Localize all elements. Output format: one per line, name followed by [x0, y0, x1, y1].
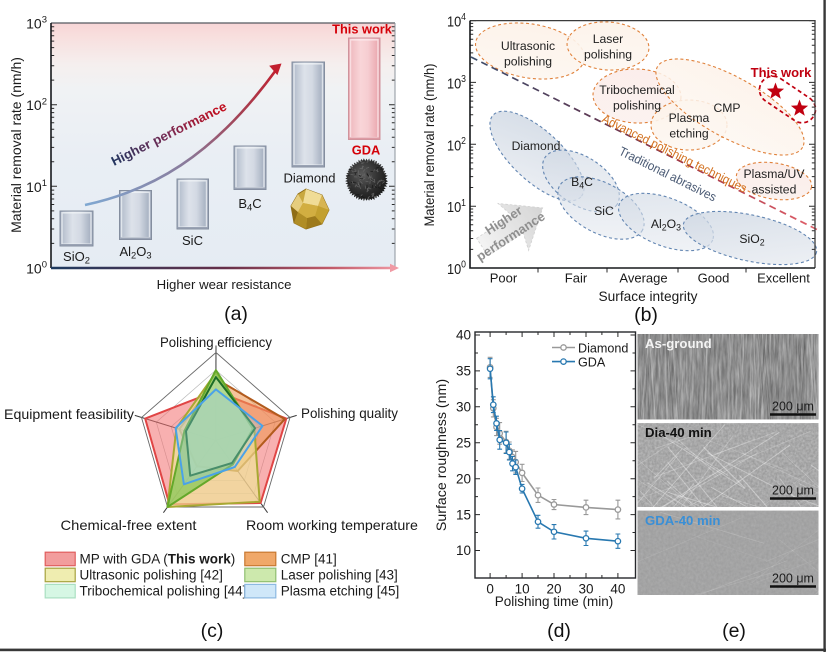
svg-text:30: 30 — [578, 582, 593, 597]
svg-text:Surface integrity: Surface integrity — [599, 288, 698, 304]
svg-text:CMP: CMP — [713, 101, 740, 115]
svg-text:200 μm: 200 μm — [772, 400, 814, 414]
svg-text:Al2​O3​: Al2​O3​ — [119, 244, 151, 261]
svg-text:Excellent: Excellent — [757, 271, 810, 286]
svg-text:40: 40 — [610, 582, 625, 597]
svg-text:30: 30 — [456, 400, 471, 415]
svg-text:103: 103 — [447, 74, 466, 92]
svg-text:As-ground: As-ground — [645, 336, 712, 351]
svg-text:(e): (e) — [722, 620, 746, 642]
svg-text:Surface roughness (nm): Surface roughness (nm) — [434, 379, 450, 531]
svg-text:Dia-40 min: Dia-40 min — [645, 425, 712, 440]
svg-text:(a): (a) — [224, 303, 248, 325]
svg-text:15: 15 — [456, 507, 471, 522]
svg-text:100: 100 — [26, 260, 47, 277]
svg-text:Diamond: Diamond — [578, 341, 628, 355]
svg-text:(b): (b) — [634, 304, 658, 326]
svg-text:GDA: GDA — [352, 143, 380, 158]
svg-text:Ultrasonic polishing [42]: Ultrasonic polishing [42] — [80, 568, 223, 583]
svg-text:CMP [41]: CMP [41] — [281, 552, 337, 567]
svg-text:0: 0 — [486, 582, 494, 597]
svg-text:This work: This work — [332, 22, 393, 37]
svg-text:Tribochemical polishing [44]: Tribochemical polishing [44] — [80, 584, 247, 599]
svg-text:25: 25 — [456, 436, 471, 451]
svg-text:Chemical-free extent: Chemical-free extent — [61, 517, 197, 533]
svg-text:(c): (c) — [201, 620, 224, 642]
svg-text:20: 20 — [456, 471, 471, 486]
svg-text:Equipment feasibility: Equipment feasibility — [4, 406, 134, 422]
svg-text:polishing: polishing — [504, 55, 552, 69]
svg-text:Laser: Laser — [593, 32, 624, 46]
svg-text:Polishing time (min): Polishing time (min) — [495, 594, 614, 609]
svg-text:Polishing efficiency: Polishing efficiency — [160, 334, 272, 350]
svg-text:Polishing quality: Polishing quality — [301, 405, 398, 421]
svg-text:(d): (d) — [547, 620, 571, 642]
svg-text:SiC: SiC — [182, 233, 203, 248]
svg-text:Fair: Fair — [565, 271, 588, 286]
svg-text:B4​C: B4​C — [571, 175, 593, 190]
svg-text:polishing: polishing — [613, 99, 661, 113]
svg-text:Laser polishing [43]: Laser polishing [43] — [281, 568, 398, 583]
svg-text:Al2​O3​: Al2​O3​ — [651, 217, 681, 232]
svg-text:Diamond: Diamond — [512, 139, 561, 153]
svg-text:104: 104 — [447, 12, 466, 30]
svg-text:Poor: Poor — [490, 271, 518, 286]
svg-text:101: 101 — [447, 198, 466, 216]
svg-text:40: 40 — [456, 328, 471, 343]
svg-text:polishing: polishing — [584, 48, 632, 62]
svg-text:35: 35 — [456, 364, 471, 379]
svg-text:Material removal rate (nm/h): Material removal rate (nm/h) — [8, 57, 24, 233]
svg-text:This work: This work — [751, 65, 812, 80]
svg-text:assisted: assisted — [752, 183, 797, 197]
svg-text:GDA: GDA — [578, 355, 606, 369]
svg-text:Plasma etching [45]: Plasma etching [45] — [281, 584, 400, 599]
svg-text:Material removal rate (nm/h): Material removal rate (nm/h) — [421, 64, 437, 227]
svg-text:SiC: SiC — [594, 204, 614, 218]
svg-text:20: 20 — [546, 582, 561, 597]
svg-text:Diamond: Diamond — [283, 171, 335, 186]
svg-text:102: 102 — [447, 136, 466, 154]
svg-text:B4​C: B4​C — [238, 196, 261, 213]
svg-text:100: 100 — [447, 260, 466, 278]
svg-text:10: 10 — [456, 543, 471, 558]
svg-text:Room working temperature: Room working temperature — [246, 517, 418, 533]
svg-text:Ultrasonic: Ultrasonic — [501, 39, 555, 53]
svg-text:10: 10 — [515, 582, 530, 597]
svg-text:SiO2​: SiO2​ — [63, 249, 90, 266]
svg-text:200 μm: 200 μm — [772, 572, 814, 586]
svg-text:Tribochemical: Tribochemical — [599, 83, 674, 97]
svg-text:102: 102 — [26, 96, 47, 113]
svg-text:MP with GDA (This work): MP with GDA (This work) — [80, 552, 236, 567]
svg-text:Good: Good — [698, 271, 730, 286]
svg-text:GDA-40 min: GDA-40 min — [645, 513, 720, 528]
svg-text:103: 103 — [26, 15, 47, 32]
svg-text:etching: etching — [669, 127, 708, 141]
svg-text:Average: Average — [619, 271, 667, 286]
svg-text:SiO2​: SiO2​ — [739, 232, 764, 247]
svg-text:Plasma: Plasma — [669, 111, 710, 125]
svg-text:200 μm: 200 μm — [772, 484, 814, 498]
svg-text:Plasma/UV: Plasma/UV — [744, 167, 806, 181]
svg-text:Higher wear resistance: Higher wear resistance — [157, 277, 292, 292]
svg-text:101: 101 — [26, 178, 47, 195]
